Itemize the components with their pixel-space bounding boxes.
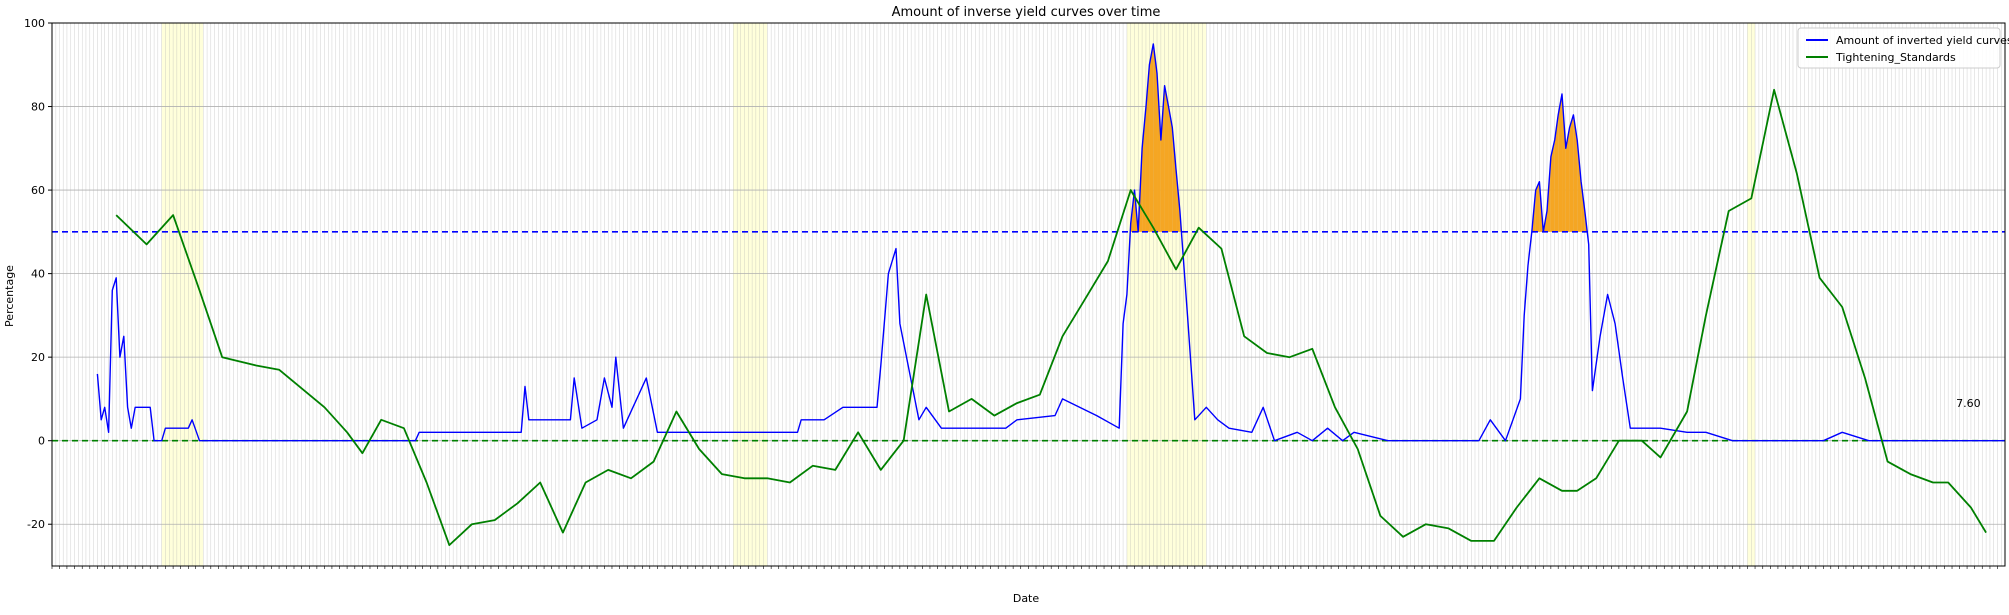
chart-title: Amount of inverse yield curves over time — [892, 5, 1161, 20]
x-axis-label: Date — [1013, 592, 1040, 605]
y-tick-label: 40 — [31, 268, 45, 281]
highlight-region — [733, 23, 767, 566]
highlight-region — [162, 23, 204, 566]
legend: Amount of inverted yield curves Tightenin… — [1798, 28, 2009, 68]
value-annotation: 7.60 — [1956, 397, 1981, 410]
legend-label: Amount of inverted yield curves — [1836, 34, 2009, 47]
y-tick-label: 80 — [31, 101, 45, 114]
y-tick-label: 0 — [38, 435, 45, 448]
y-axis-label: Percentage — [3, 265, 16, 327]
recession-highlights — [162, 23, 1755, 566]
y-tick-label: 60 — [31, 184, 45, 197]
grid — [52, 23, 2005, 566]
annotations: 7.60 — [1956, 397, 1981, 410]
fill-area-segment — [1570, 115, 1574, 232]
y-tick-label: 20 — [31, 351, 45, 364]
y-tick-label: -20 — [27, 518, 45, 531]
fill-area-segment — [1149, 44, 1153, 232]
y-tick-label: 100 — [24, 17, 45, 30]
axes: -20 0 20 40 60 80 100 — [24, 17, 2005, 569]
legend-label: Tightening_Standards — [1835, 51, 1956, 64]
fill-area-segment — [1165, 86, 1169, 232]
